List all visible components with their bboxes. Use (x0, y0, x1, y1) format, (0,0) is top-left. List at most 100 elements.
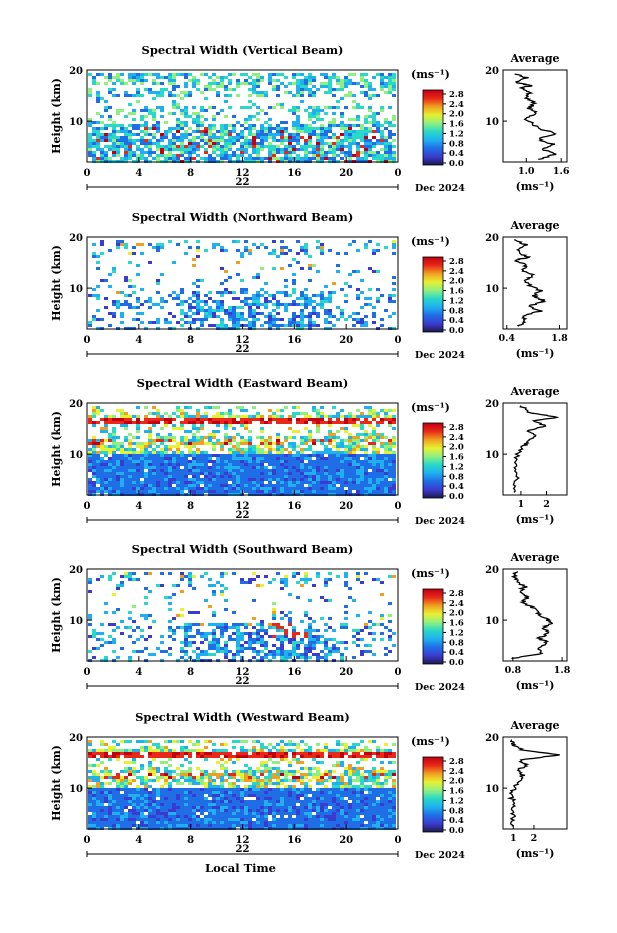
heatmap-cell (244, 481, 248, 484)
heatmap-cell (280, 249, 284, 252)
heatmap-cell (380, 463, 384, 466)
heatmap-cell (304, 306, 308, 309)
heatmap-cell (160, 797, 164, 800)
heatmap-cell (276, 306, 280, 309)
heatmap-cell (224, 249, 228, 252)
heatmap-cell (228, 309, 232, 312)
heatmap-cell (292, 629, 296, 632)
heatmap-cell (248, 154, 252, 157)
heatmap-cell (244, 439, 248, 442)
heatmap-cell (212, 590, 216, 593)
heatmap-cell (184, 112, 188, 115)
heatmap-cell (236, 472, 240, 475)
heatmap-cell (168, 758, 172, 761)
heatmap-cell (324, 445, 328, 448)
heatmap-cell (268, 635, 272, 638)
heatmap-cell (376, 297, 380, 300)
heatmap-cell (232, 312, 236, 315)
heatmap-cell (196, 255, 200, 258)
heatmap-cell (172, 418, 176, 421)
heatmap-cell (280, 318, 284, 321)
heatmap-cell (220, 575, 224, 578)
heatmap-cell (284, 656, 288, 659)
heatmap-cell (184, 454, 188, 457)
heatmap-cell (236, 457, 240, 460)
heatmap-cell (372, 632, 376, 635)
heatmap-cell (308, 279, 312, 282)
heatmap-cell (140, 812, 144, 815)
heatmap-cell (384, 127, 388, 130)
heatmap-cell (116, 421, 120, 424)
heatmap-cell (304, 632, 308, 635)
heatmap-cell (120, 243, 124, 246)
heatmap-cell (252, 451, 256, 454)
heatmap-cell (268, 106, 272, 109)
heatmap-cell (172, 490, 176, 493)
heatmap-cell (316, 653, 320, 656)
heatmap-cell (116, 785, 120, 788)
heatmap-cell (188, 157, 192, 160)
heatmap-cell (316, 157, 320, 160)
heatmap-cell (244, 475, 248, 478)
heatmap-cell (256, 133, 260, 136)
heatmap-cell (272, 653, 276, 656)
heatmap-cell (284, 635, 288, 638)
heatmap-cell (284, 487, 288, 490)
heatmap-cell (204, 85, 208, 88)
heatmap-cell (192, 424, 196, 427)
heatmap-cell (168, 785, 172, 788)
heatmap-cell (276, 457, 280, 460)
heatmap-cell (340, 439, 344, 442)
heatmap-cell (108, 818, 112, 821)
heatmap-cell (352, 118, 356, 121)
heatmap-cell (152, 109, 156, 112)
heatmap-cell (148, 761, 152, 764)
heatmap-cell (88, 764, 92, 767)
heatmap-cell (256, 312, 260, 315)
heatmap-cell (380, 109, 384, 112)
heatmap-cell (348, 142, 352, 145)
heatmap-cell (268, 118, 272, 121)
heatmap-cell (152, 439, 156, 442)
heatmap-cell (180, 469, 184, 472)
heatmap-cell (116, 478, 120, 481)
heatmap-cell (148, 746, 152, 749)
heatmap-cell (156, 148, 160, 151)
heatmap-cell (240, 148, 244, 151)
heatmap-cell (276, 626, 280, 629)
heatmap-cell (100, 770, 104, 773)
heatmap-cell (172, 469, 176, 472)
heatmap-cell (288, 490, 292, 493)
heatmap-cell (92, 749, 96, 752)
heatmap-cell (136, 318, 140, 321)
heatmap-cell (224, 139, 228, 142)
heatmap-cell (296, 124, 300, 127)
heatmap-cell (116, 749, 120, 752)
heatmap-cell (188, 148, 192, 151)
heatmap-cell (212, 136, 216, 139)
heatmap-cell (92, 806, 96, 809)
heatmap-cell (152, 451, 156, 454)
heatmap-cell (340, 288, 344, 291)
heatmap-cell (172, 142, 176, 145)
heatmap-cell (240, 647, 244, 650)
heatmap-cell (356, 466, 360, 469)
heatmap-cell (232, 324, 236, 327)
colorbar-tick-label: 1.2 (449, 296, 464, 306)
heatmap-cell (140, 154, 144, 157)
heatmap-cell (140, 76, 144, 79)
heatmap-cell (188, 481, 192, 484)
heatmap-cell (248, 252, 252, 255)
heatmap-cell (304, 300, 308, 303)
heatmap-cell (268, 409, 272, 412)
heatmap-cell (348, 478, 352, 481)
heatmap-cell (132, 82, 136, 85)
heatmap-cell (360, 279, 364, 282)
heatmap-cell (100, 623, 104, 626)
heatmap-cell (248, 457, 252, 460)
heatmap-cell (336, 418, 340, 421)
heatmap-cell (140, 303, 144, 306)
heatmap-cell (216, 306, 220, 309)
heatmap-cell (264, 139, 268, 142)
heatmap-cell (244, 415, 248, 418)
